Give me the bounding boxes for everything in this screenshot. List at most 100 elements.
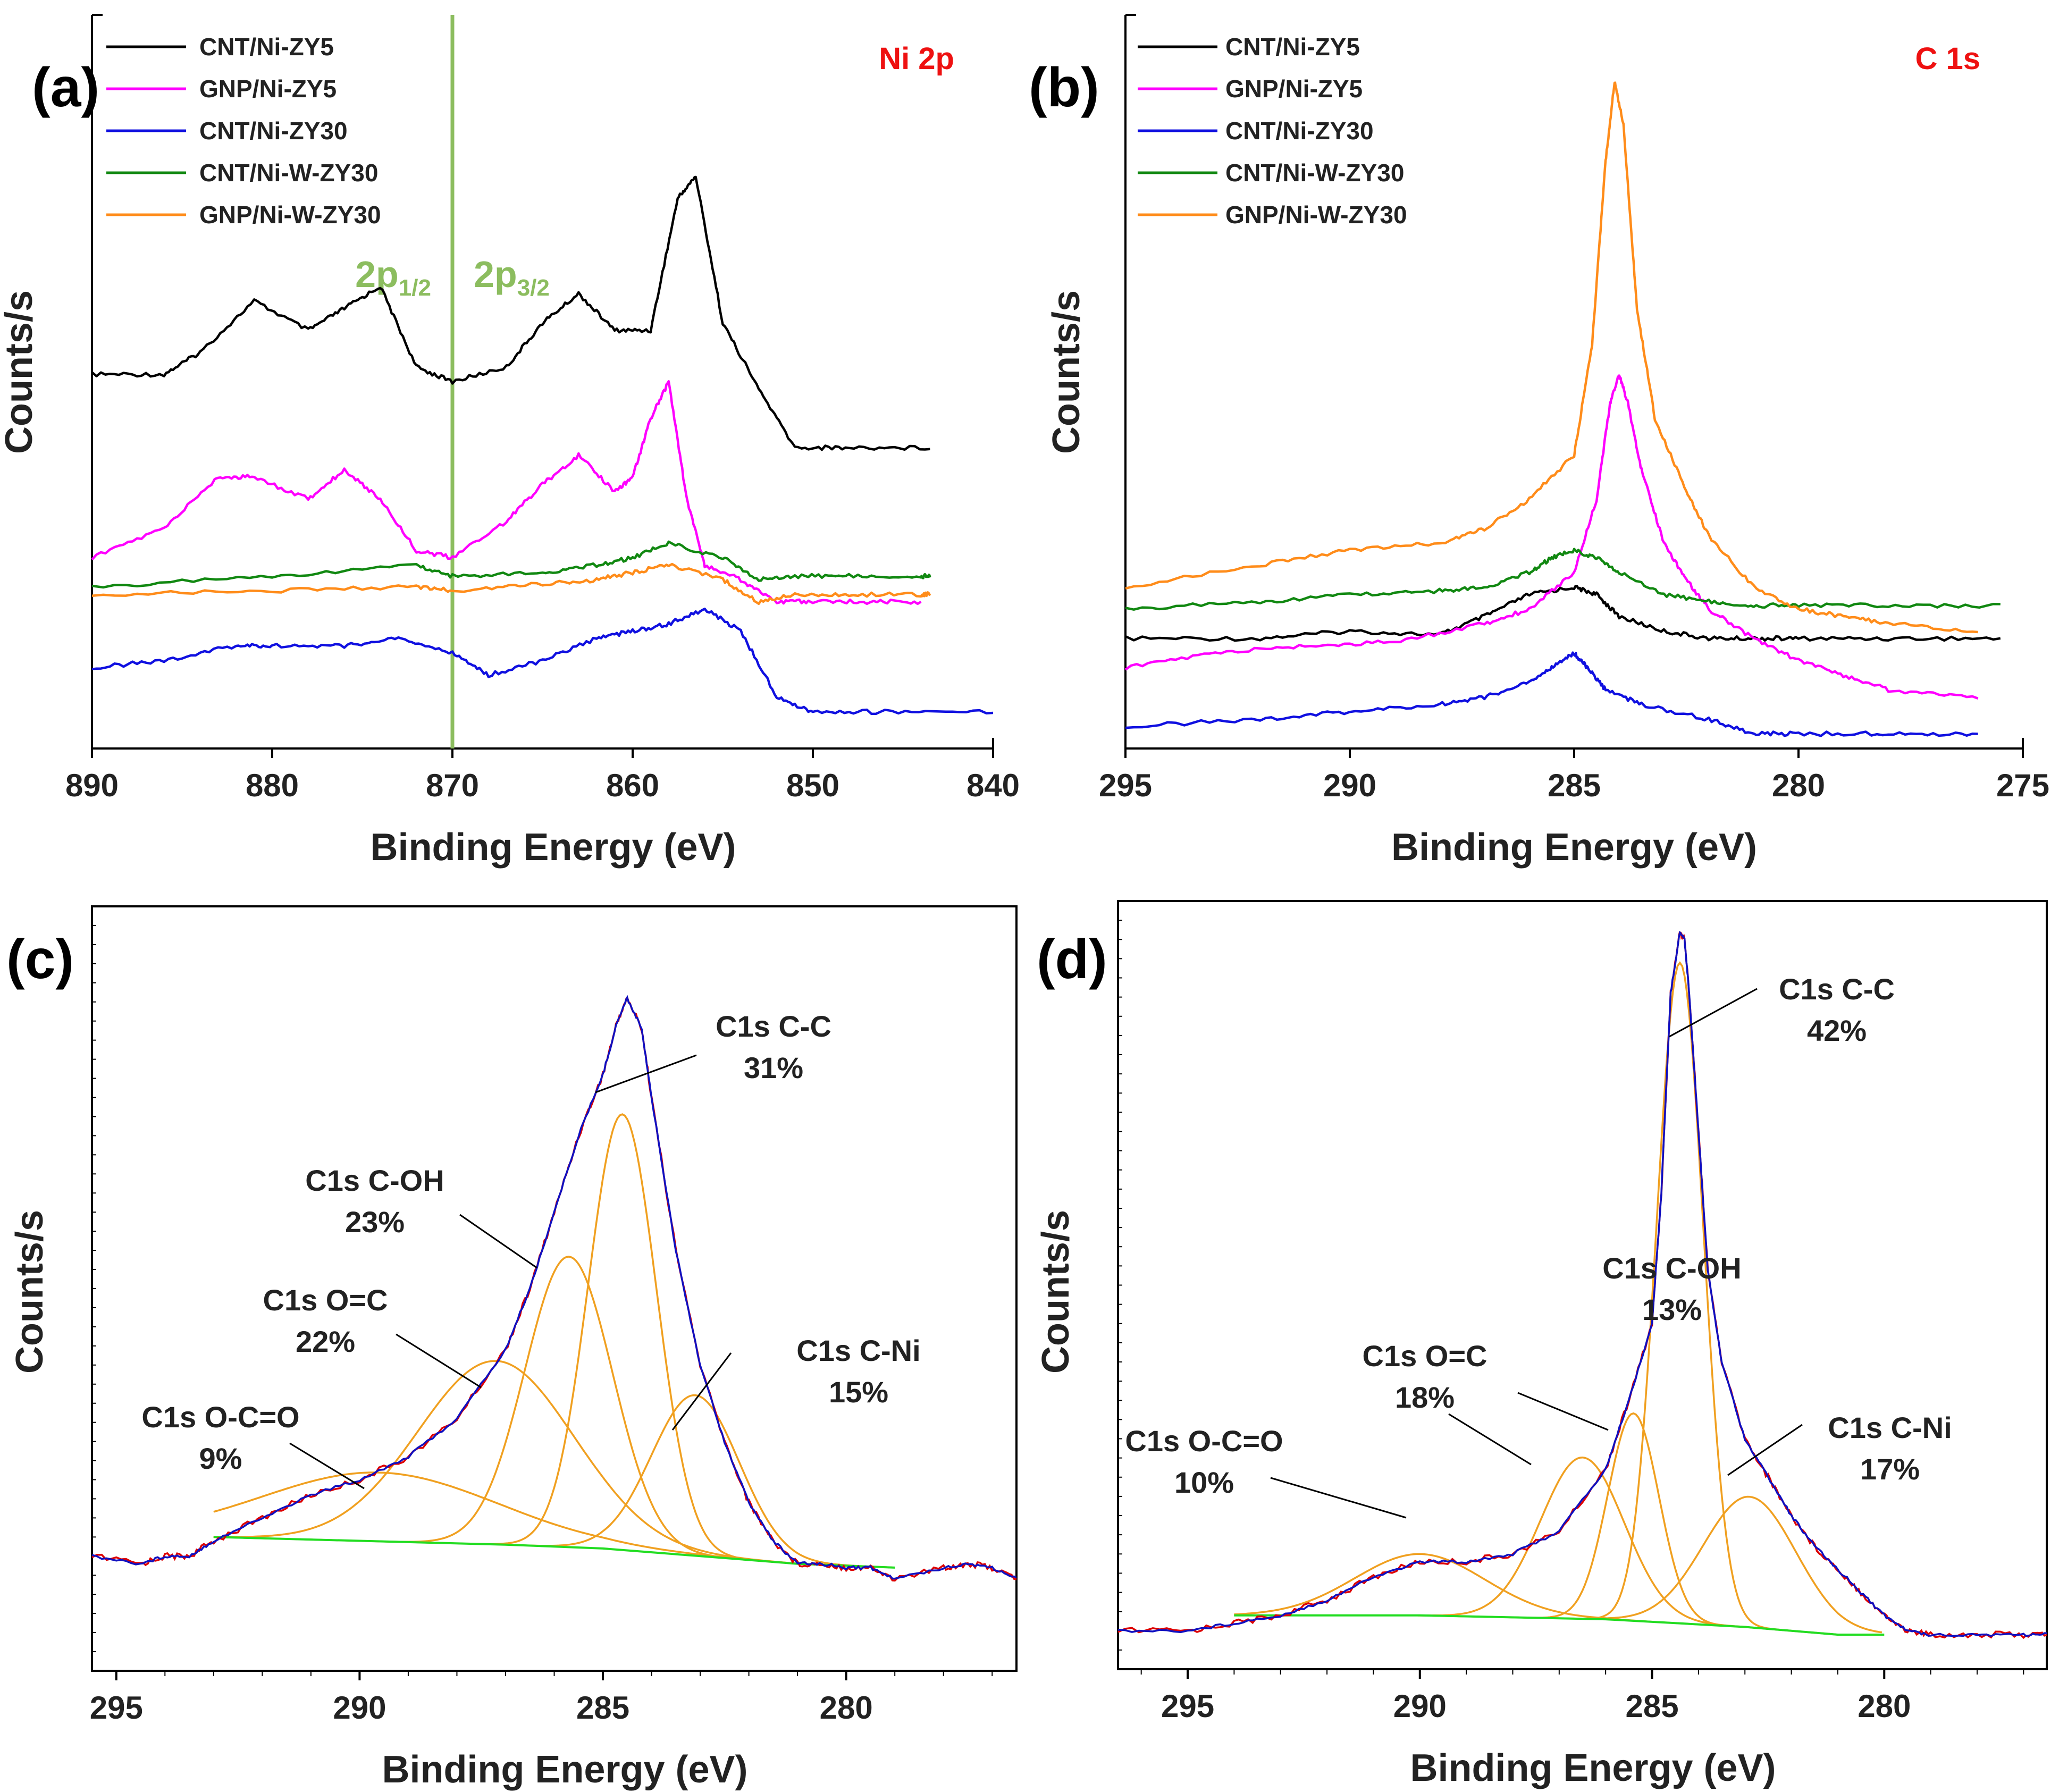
peak-label-name: C1s C-OH xyxy=(1602,1251,1741,1285)
legend-label: CNT/Ni-ZY30 xyxy=(199,117,348,145)
x-axis-title: Binding Energy (eV) xyxy=(1391,826,1757,869)
legend-label: GNP/Ni-W-ZY30 xyxy=(199,201,381,229)
leader-line xyxy=(289,1442,365,1490)
component-c1s-c-ni xyxy=(213,1394,893,1569)
panel-c: 295 290 285 280 Binding Energy (eV) Counts/s (… xyxy=(6,905,1018,1791)
series-cnt-ni-zy30 xyxy=(91,608,994,716)
orbital-label-3-2: 2p3/2 xyxy=(474,254,550,301)
leader-line xyxy=(1270,1477,1407,1519)
leader-line xyxy=(595,1054,697,1093)
peak-label-percent: 13% xyxy=(1642,1293,1702,1326)
y-axis-title: Counts/s xyxy=(1035,1210,1077,1374)
component-c1s-o-c-o xyxy=(213,1471,893,1569)
legend-label: GNP/Ni-ZY5 xyxy=(1225,75,1363,103)
series-gnp-ni-w-zy30 xyxy=(91,562,931,605)
peak-label-name: C1s O=C xyxy=(1363,1339,1487,1373)
background-line xyxy=(1234,1614,1885,1636)
legend-label: CNT/Ni-W-ZY30 xyxy=(199,159,378,187)
x-tick-label: 275 xyxy=(1996,768,2049,803)
x-tick-label: 850 xyxy=(786,768,839,803)
peak-label-name: C1s C-Ni xyxy=(1828,1411,1952,1444)
x-tick-label: 280 xyxy=(1772,768,1825,803)
leader-line xyxy=(396,1333,482,1389)
legend-label: GNP/Ni-W-ZY30 xyxy=(1225,201,1407,229)
panel-a: 890 880 870 860 850 840 Binding Energy (eV) Cou… xyxy=(0,14,1020,869)
peak-label-name: C1s O-C=O xyxy=(1125,1424,1283,1458)
peak-label-name: C1s C-OH xyxy=(305,1164,444,1197)
orbital-main: 2p xyxy=(474,254,517,295)
series-cnt-ni-zy30 xyxy=(1125,651,1978,737)
x-tick-label: 890 xyxy=(65,768,119,803)
panel-label: (c) xyxy=(6,929,74,990)
raw-data-line xyxy=(1117,931,2047,1639)
peak-label-percent: 42% xyxy=(1807,1014,1867,1047)
x-tick-label: 840 xyxy=(967,768,1020,803)
region-label: Ni 2p xyxy=(879,41,954,76)
y-axis-title: Counts/s xyxy=(1045,290,1088,454)
peak-label-name: C1s C-Ni xyxy=(796,1334,920,1367)
x-tick-label: 285 xyxy=(576,1690,629,1726)
panel-label: (d) xyxy=(1037,929,1107,990)
leader-line xyxy=(671,1352,732,1431)
panel-label: (b) xyxy=(1029,57,1099,119)
legend-label: GNP/Ni-ZY5 xyxy=(199,75,337,103)
component-c1s-c-oh xyxy=(1234,1412,1882,1636)
legend-label: CNT/Ni-W-ZY30 xyxy=(1225,159,1404,187)
legend-label: CNT/Ni-ZY30 xyxy=(1225,117,1374,145)
envelope-line xyxy=(1117,931,2047,1637)
peak-label-percent: 17% xyxy=(1860,1452,1920,1486)
x-axis-title: Binding Energy (eV) xyxy=(382,1748,747,1791)
series-gnp-ni-zy5 xyxy=(1124,374,1979,700)
leader-line xyxy=(1669,988,1758,1038)
x-tick-label: 285 xyxy=(1548,768,1601,803)
x-tick-label: 295 xyxy=(90,1690,143,1726)
x-tick-label: 290 xyxy=(1323,768,1376,803)
series-cnt-ni-w-zy30 xyxy=(1125,548,2001,611)
panel-label: (a) xyxy=(32,57,99,119)
leader-line xyxy=(1727,1424,1803,1476)
series-cnt-ni-zy5 xyxy=(91,175,930,451)
raw-data-line xyxy=(91,995,1017,1582)
y-axis-title: Counts/s xyxy=(9,1210,51,1374)
x-tick-label: 285 xyxy=(1625,1688,1678,1724)
x-tick-label: 280 xyxy=(1858,1688,1911,1724)
series-gnp-ni-w-zy30 xyxy=(1125,81,1978,634)
panel-b: 295 290 285 280 275 Binding Energy (eV) Counts… xyxy=(1029,14,2049,869)
series-cnt-ni-zy5 xyxy=(1125,585,2001,642)
panel-d: 295 290 285 280 Binding Energy (eV) Counts/s (… xyxy=(1035,900,2048,1789)
x-tick-label: 280 xyxy=(820,1690,873,1726)
peak-label-percent: 22% xyxy=(296,1325,355,1358)
component-c1s-o-c xyxy=(1234,1456,1882,1636)
peak-label-name: C1s C-C xyxy=(1779,972,1895,1006)
x-tick-label: 880 xyxy=(246,768,299,803)
x-tick-label: 290 xyxy=(333,1690,386,1726)
leader-line xyxy=(1448,1413,1532,1466)
x-tick-label: 295 xyxy=(1099,768,1152,803)
x-axis-title: Binding Energy (eV) xyxy=(370,826,736,869)
leader-line xyxy=(1517,1392,1609,1431)
peak-label-percent: 15% xyxy=(829,1375,888,1409)
region-label: C 1s xyxy=(1915,41,1980,76)
x-tick-label: 870 xyxy=(426,768,479,803)
peak-label-name: C1s O=C xyxy=(263,1283,388,1317)
x-tick-label: 860 xyxy=(606,768,659,803)
legend-label: CNT/Ni-ZY5 xyxy=(1225,33,1360,61)
peak-label-percent: 9% xyxy=(199,1442,242,1475)
series-gnp-ni-zy5 xyxy=(91,380,922,605)
peak-label-name: C1s O-C=O xyxy=(141,1400,299,1434)
orbital-subscript: 1/2 xyxy=(399,275,431,301)
peak-label-percent: 10% xyxy=(1174,1466,1234,1499)
series-cnt-ni-w-zy30 xyxy=(91,540,931,589)
plot-frame xyxy=(1117,900,2048,1670)
x-tick-label: 290 xyxy=(1393,1688,1447,1724)
component-c1s-o-c xyxy=(213,1360,893,1569)
x-axis-title: Binding Energy (eV) xyxy=(1410,1747,1776,1789)
legend-label: CNT/Ni-ZY5 xyxy=(199,33,334,61)
envelope-line xyxy=(91,995,1017,1580)
peak-label-percent: 31% xyxy=(744,1051,803,1084)
peak-label-name: C1s C-C xyxy=(716,1009,831,1043)
x-tick-label: 295 xyxy=(1161,1688,1214,1724)
peak-label-percent: 23% xyxy=(345,1205,405,1239)
component-c1s-o-c-o xyxy=(1234,1553,1882,1636)
